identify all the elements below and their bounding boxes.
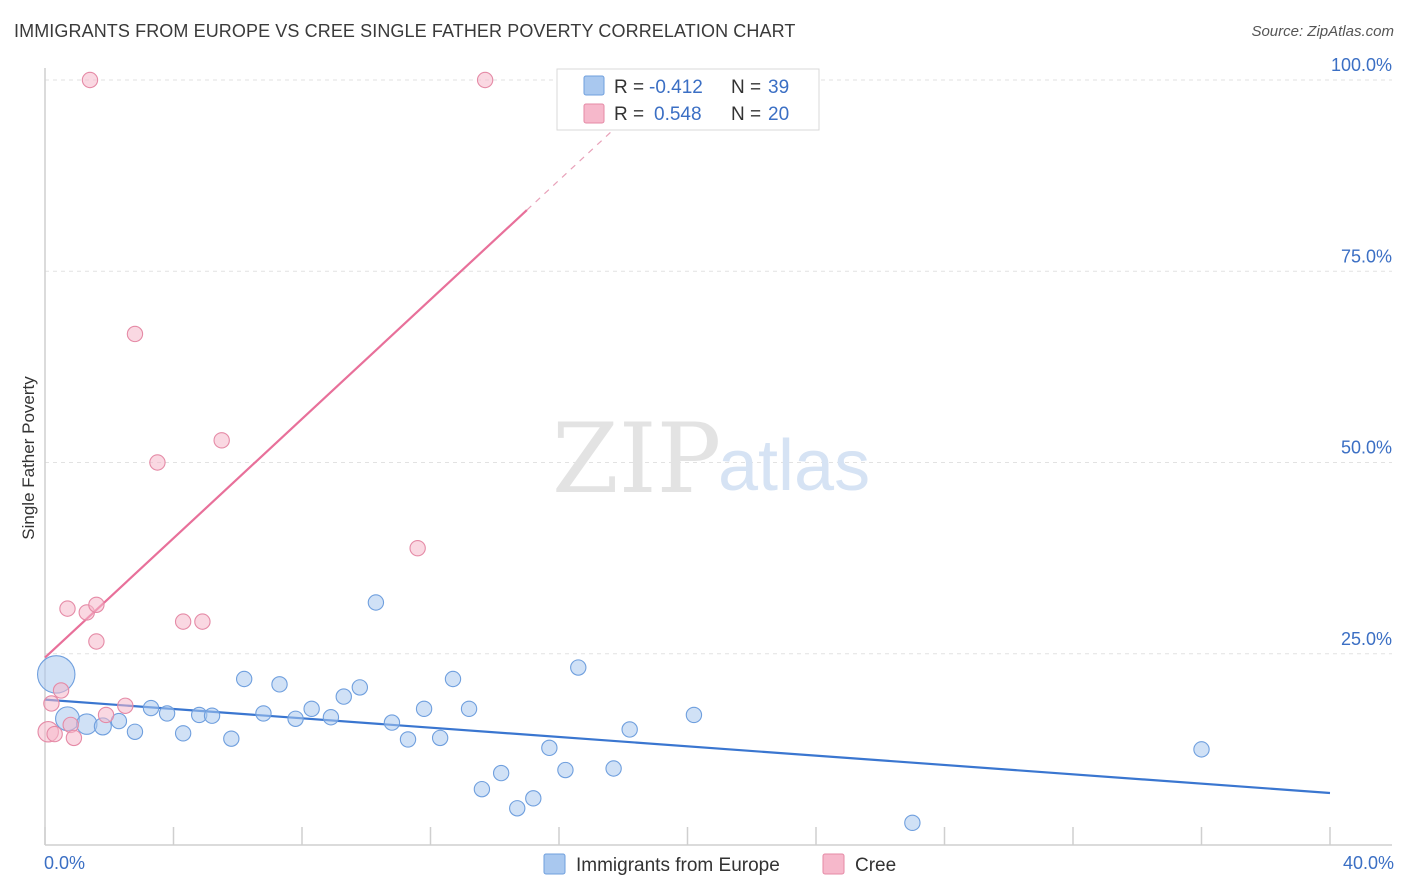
legend-n-label-europe: N = [731, 77, 761, 98]
y-tick-label: 75.0% [1341, 246, 1392, 266]
point-cree [59, 600, 76, 617]
y-tick-labels: 25.0% 50.0% 75.0% 100.0% [1331, 55, 1392, 649]
watermark-atlas: atlas [718, 426, 870, 506]
point-europe [383, 714, 401, 731]
point-europe [621, 721, 638, 738]
y-tick-label: 100.0% [1331, 55, 1392, 75]
legend-n-value-cree: 20 [768, 104, 789, 125]
point-europe [1193, 741, 1210, 758]
point-cree [88, 596, 105, 613]
point-europe [541, 739, 558, 757]
legend-n-value-europe: 39 [768, 77, 789, 98]
point-europe [431, 729, 449, 747]
point-cree [126, 325, 144, 343]
top-legend: R = -0.412 N = 39 R = 0.548 N = 20 [556, 68, 820, 131]
point-cree [213, 432, 230, 449]
point-europe [415, 700, 433, 718]
y-tick-label: 50.0% [1341, 438, 1392, 458]
point-cree [476, 71, 494, 89]
point-cree [117, 697, 134, 714]
point-cree [149, 454, 166, 471]
legend-r-value-cree: 0.548 [654, 104, 702, 125]
point-europe [351, 679, 369, 696]
bottom-legend-label-cree: Cree [855, 855, 896, 876]
point-europe [525, 790, 542, 807]
point-europe [904, 814, 921, 832]
point-europe [570, 659, 587, 676]
point-cree [52, 682, 70, 699]
axes [44, 68, 1392, 846]
point-europe [126, 723, 144, 740]
point-europe [287, 710, 304, 727]
point-cree [43, 695, 60, 712]
bottom-legend-label-europe: Immigrants from Europe [576, 855, 780, 876]
point-europe [685, 706, 703, 724]
point-europe [223, 730, 240, 747]
chart-title: IMMIGRANTS FROM EUROPE VS CREE SINGLE FA… [14, 21, 796, 41]
point-europe [460, 700, 478, 718]
point-cree [81, 71, 99, 89]
legend-n-label-cree: N = [731, 104, 761, 125]
point-europe [444, 670, 462, 688]
trend-line-cree [44, 209, 528, 659]
legend-swatch-cree [583, 103, 605, 124]
bottom-legend-swatch-cree [822, 853, 845, 875]
x-tick-label: 0.0% [44, 853, 85, 873]
point-cree [97, 706, 115, 724]
point-europe [235, 670, 253, 688]
point-europe [174, 725, 192, 742]
legend-r-label-europe: R = [614, 77, 644, 98]
point-europe [271, 676, 288, 693]
point-europe [473, 780, 491, 798]
point-europe [557, 761, 574, 779]
point-cree [409, 539, 426, 557]
legend-r-label-cree: R = [614, 104, 644, 125]
point-cree [88, 633, 105, 650]
watermark-zip: ZIP [552, 403, 721, 515]
point-cree [194, 613, 211, 630]
point-cree [65, 729, 83, 747]
source-label: Source: ZipAtlas.com [1251, 23, 1394, 40]
bottom-legend-swatch-europe [543, 853, 566, 875]
data-points [36, 71, 1210, 832]
trend-line-cree-extension [526, 120, 624, 211]
point-cree [174, 613, 192, 630]
point-europe [203, 707, 221, 724]
legend-swatch-europe [583, 75, 605, 96]
point-europe [399, 731, 417, 748]
point-europe [255, 705, 272, 722]
point-europe [367, 594, 385, 611]
point-europe [322, 709, 340, 726]
legend-r-value-europe: -0.412 [649, 77, 703, 98]
point-europe [142, 699, 160, 717]
y-axis-title: Single Father Poverty [19, 376, 38, 540]
point-europe [492, 764, 510, 782]
bottom-legend: Immigrants from Europe Cree [543, 853, 896, 876]
point-europe [158, 705, 176, 722]
point-europe [605, 760, 622, 777]
point-europe [303, 700, 320, 718]
point-europe [335, 688, 352, 705]
point-europe [76, 713, 98, 735]
x-tick-labels: 0.0% 40.0% [44, 853, 1394, 873]
y-tick-label: 25.0% [1341, 629, 1392, 649]
grid [45, 79, 1392, 655]
point-europe [509, 800, 526, 817]
x-tick-label: 40.0% [1343, 853, 1394, 873]
point-cree [46, 725, 63, 743]
